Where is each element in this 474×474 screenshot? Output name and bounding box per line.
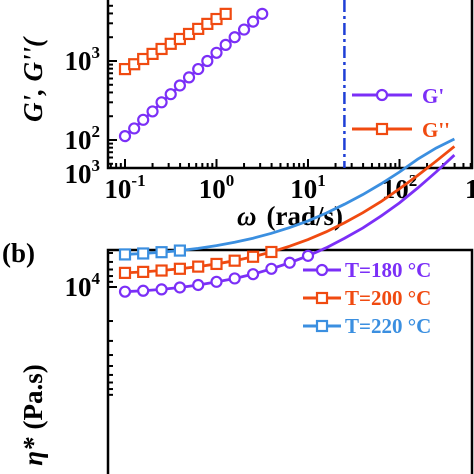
data-point xyxy=(173,244,186,257)
data-point xyxy=(164,88,177,101)
tick-exponent: -1 xyxy=(131,171,145,190)
data-point xyxy=(155,283,168,296)
tick-base: 10 xyxy=(65,46,92,76)
panel-b-ticks xyxy=(108,251,117,396)
legend-label: G' xyxy=(422,84,444,108)
panel-a-x-axis-label: ω (rad/s) xyxy=(237,201,343,231)
data-point xyxy=(237,23,251,36)
tick-base: 10 xyxy=(65,272,92,302)
panel-b-series xyxy=(118,137,456,298)
data-point xyxy=(155,96,168,109)
tick-exponent: 4 xyxy=(92,269,101,288)
data-point xyxy=(137,113,150,126)
data-point xyxy=(118,266,132,279)
legend-marker xyxy=(315,291,329,305)
panel-a-series xyxy=(118,7,269,143)
tick-exponent: 0 xyxy=(226,171,235,190)
panel-a-frame xyxy=(106,0,474,170)
panel-b-label: (b) xyxy=(2,238,35,268)
data-point xyxy=(192,278,205,292)
data-point xyxy=(256,7,269,20)
data-point xyxy=(128,122,141,135)
y-tick-label: 103 xyxy=(65,43,101,76)
data-point xyxy=(173,262,186,275)
x-tick-label: 103 xyxy=(465,171,474,204)
data-point xyxy=(137,265,150,278)
data-point xyxy=(246,15,260,28)
legend-marker xyxy=(315,319,329,333)
data-point xyxy=(265,262,278,275)
data-point xyxy=(228,254,241,267)
x-tick-label: 101 xyxy=(290,171,326,204)
legend-marker xyxy=(375,122,389,136)
tick-exponent: 3 xyxy=(92,156,101,175)
data-point xyxy=(246,268,260,281)
data-point xyxy=(301,249,315,262)
data-point xyxy=(246,250,260,263)
data-point xyxy=(173,79,186,92)
y-axis-symbol: η* xyxy=(18,437,48,466)
data-point xyxy=(228,272,241,285)
tick-base: 10 xyxy=(65,125,92,155)
data-point xyxy=(146,105,159,118)
legend-label: T=200 °C xyxy=(345,286,431,310)
panel-b-frame xyxy=(106,248,474,474)
y-axis-unit: (Pa.s) xyxy=(18,364,48,429)
data-point xyxy=(265,245,278,259)
tick-base: 10 xyxy=(290,174,317,204)
tick-base: 10 xyxy=(199,174,226,204)
data-point xyxy=(137,247,150,260)
tick-exponent: 1 xyxy=(317,171,326,190)
panel-a-ticks xyxy=(108,4,472,168)
legend-label: G'' xyxy=(422,118,450,142)
x-axis-symbol: ω xyxy=(237,201,257,231)
tick-exponent: 3 xyxy=(92,43,101,62)
tick-base: 10 xyxy=(65,159,92,189)
y-tick-label: 103 xyxy=(65,156,101,189)
panel-b-legend: T=180 °C T=200 °C T=220 °C xyxy=(303,258,431,338)
panel-a-y-axis-label: G', G''( xyxy=(18,36,48,122)
data-point xyxy=(118,130,132,143)
panel-b-y-axis-label: η* (Pa.s) xyxy=(18,364,48,466)
panel-a-legend: G' G'' xyxy=(352,84,450,142)
legend-label: T=220 °C xyxy=(345,314,431,338)
legend-marker xyxy=(315,263,329,277)
y-tick-label: 102 xyxy=(65,122,101,155)
data-point xyxy=(155,264,168,277)
data-point xyxy=(192,62,205,76)
data-point xyxy=(210,46,223,59)
data-point xyxy=(283,256,296,269)
data-point xyxy=(173,281,186,294)
data-point xyxy=(219,38,232,51)
data-point xyxy=(219,7,232,20)
data-point xyxy=(182,71,196,84)
tick-base: 10 xyxy=(465,174,474,204)
legend-marker xyxy=(375,88,389,102)
data-point xyxy=(155,246,168,259)
x-tick-label: 10-1 xyxy=(104,171,145,204)
x-axis-unit: (rad/s) xyxy=(267,201,344,231)
x-tick-label: 100 xyxy=(199,171,235,204)
tick-exponent: 2 xyxy=(92,122,101,141)
data-point xyxy=(118,285,132,298)
y-tick-label: 104 xyxy=(65,269,101,302)
tick-base: 10 xyxy=(104,174,131,204)
data-point xyxy=(201,54,214,68)
data-point xyxy=(192,260,205,273)
data-point xyxy=(228,31,241,44)
data-point xyxy=(137,284,150,297)
data-point xyxy=(210,257,223,271)
data-point xyxy=(210,275,223,288)
legend-label: T=180 °C xyxy=(345,258,431,282)
data-point xyxy=(118,248,132,261)
